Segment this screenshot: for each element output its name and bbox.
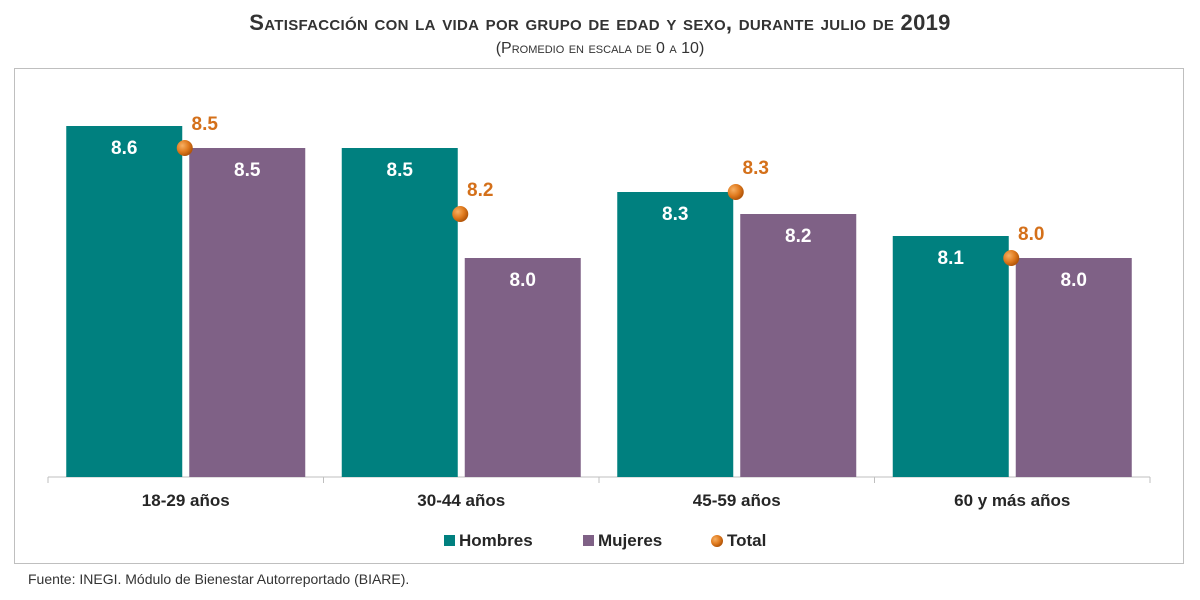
legend-label: Total (727, 531, 766, 550)
data-label-total: 8.2 (467, 180, 493, 201)
bar-hombres (66, 126, 183, 477)
data-label-total: 8.3 (743, 158, 769, 179)
point-total (727, 184, 744, 200)
legend-label: Mujeres (598, 531, 662, 550)
x-tick-label: 60 y más años (954, 491, 1070, 510)
x-tick-label: 30-44 años (417, 491, 505, 510)
data-label-hombres: 8.3 (662, 204, 688, 225)
x-tick-label: 18-29 años (142, 491, 230, 510)
chart-frame (14, 68, 1184, 564)
bar-mujeres (464, 258, 581, 477)
data-label-mujeres: 8.2 (785, 226, 811, 247)
data-label-hombres: 8.5 (387, 160, 414, 181)
x-tick-label: 45-59 años (693, 491, 781, 510)
chart-title: Satisfacción con la vida por grupo de ed… (249, 10, 951, 35)
data-label-mujeres: 8.0 (510, 270, 536, 291)
legend-swatch (583, 535, 594, 546)
data-label-hombres: 8.6 (111, 138, 137, 159)
source-note: Fuente: INEGI. Módulo de Bienestar Autor… (28, 571, 410, 587)
point-total (176, 140, 193, 156)
bar-mujeres (1015, 258, 1132, 477)
bar-mujeres (189, 148, 306, 477)
legend-swatch (444, 535, 455, 546)
bar-mujeres (740, 214, 857, 477)
data-label-hombres: 8.1 (938, 248, 965, 269)
legend-label: Hombres (459, 531, 533, 550)
chart-subtitle: (Promedio en escala de 0 a 10) (495, 40, 705, 57)
data-label-mujeres: 8.0 (1061, 270, 1087, 291)
data-label-total: 8.5 (192, 114, 219, 135)
legend-swatch (711, 535, 723, 547)
data-label-total: 8.0 (1018, 224, 1044, 245)
point-total (1003, 250, 1020, 266)
bar-hombres (892, 236, 1009, 477)
bar-hombres (341, 148, 458, 477)
bar-hombres (617, 192, 734, 477)
point-total (452, 206, 469, 222)
data-label-mujeres: 8.5 (234, 160, 261, 181)
